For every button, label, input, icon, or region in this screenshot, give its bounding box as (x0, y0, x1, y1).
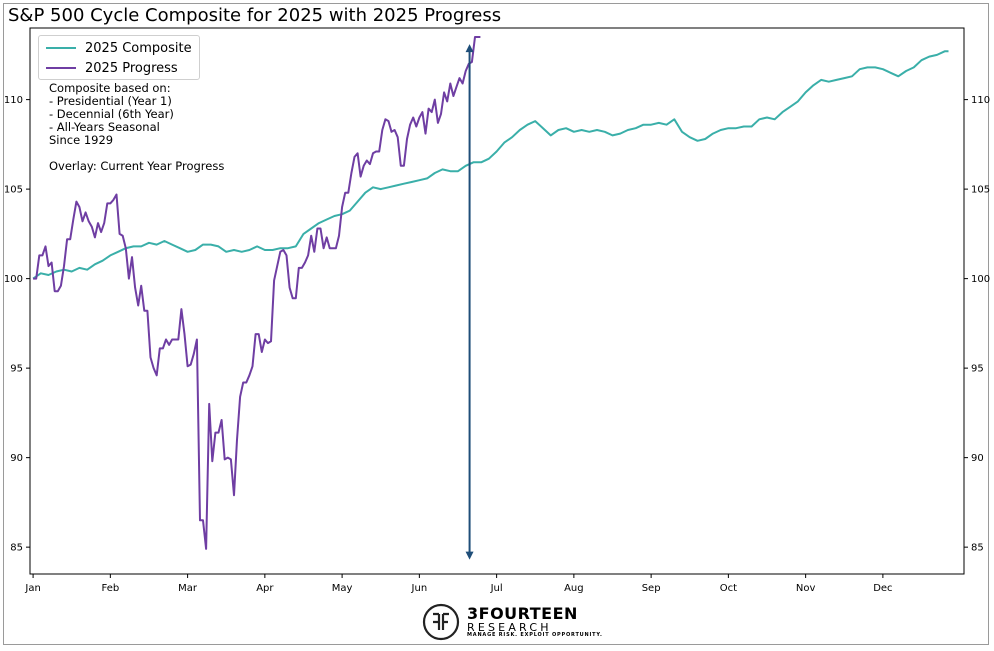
x-tick-label: Mar (178, 583, 198, 594)
y-tick-label-right: 85 (971, 543, 984, 554)
logo: 3FOURTEEN RESEARCH MANAGE RISK. EXPLOIT … (422, 603, 603, 641)
x-tick-label: Jan (24, 583, 40, 594)
arrow-head-top (465, 44, 474, 53)
y-tick-label-right: 100 (971, 274, 990, 285)
legend-item-composite: 2025 Composite (46, 38, 192, 58)
logo-name: 3FOURTEEN (467, 604, 578, 623)
x-tick-label: Sep (642, 583, 661, 594)
x-tick-label: Jul (490, 583, 503, 594)
x-tick-label: Feb (101, 583, 119, 594)
y-tick-label-right: 105 (971, 185, 990, 196)
annotation-line: Composite based on: (49, 81, 171, 95)
x-tick-label: Nov (796, 583, 816, 594)
y-tick-label-right: 110 (971, 95, 990, 106)
chart-title: S&P 500 Cycle Composite for 2025 with 20… (8, 5, 502, 26)
y-tick-label: 85 (10, 543, 23, 554)
series-lines (32, 36, 949, 550)
legend-label-composite: 2025 Composite (85, 40, 192, 56)
legend-item-progress: 2025 Progress (46, 58, 178, 78)
x-tick-label: May (332, 583, 353, 594)
x-tick-label: Jun (411, 583, 428, 594)
y-tick-label: 100 (4, 274, 23, 285)
legend-label-progress: 2025 Progress (85, 60, 178, 76)
y-tick-label-right: 95 (971, 364, 984, 375)
logo-mark-icon (422, 603, 460, 641)
y-tick-label: 110 (4, 95, 23, 106)
x-tick-label: Dec (873, 583, 892, 594)
annotation-line: - All-Years Seasonal (49, 120, 160, 134)
x-tick-label: Apr (256, 583, 274, 594)
x-tick-label: Aug (564, 583, 584, 594)
x-axis: Jan Feb Mar Apr May Jun Jul Aug Sep Oct Nov Dec (24, 574, 893, 594)
annotation-line: Overlay: Current Year Progress (49, 159, 225, 173)
series-line-2025-composite (32, 50, 949, 280)
arrow-layer (465, 44, 474, 560)
y-tick-label: 90 (10, 453, 23, 464)
y-tick-label-right: 90 (971, 453, 984, 464)
right-y-axis: 85 90 95 100 105 110 (964, 95, 990, 554)
y-tick-label: 95 (10, 364, 23, 375)
logo-subtitle: RESEARCH (467, 621, 552, 634)
legend: 2025 Composite 2025 Progress (38, 35, 200, 80)
x-tick-label: Oct (720, 583, 737, 594)
legend-swatch-progress (46, 67, 76, 69)
arrow-head-bottom (465, 551, 474, 560)
left-y-axis: 85 90 95 100 105 110 (4, 95, 30, 554)
logo-tagline: MANAGE RISK. EXPLOIT OPPORTUNITY. (467, 632, 603, 638)
annotation-line: Since 1929 (49, 133, 114, 147)
legend-swatch-composite (46, 47, 76, 49)
annotation-line: - Presidential (Year 1) (49, 94, 172, 108)
y-tick-label: 105 (4, 185, 23, 196)
annotation-line: - Decennial (6th Year) (49, 107, 174, 121)
series-line-2025-progress (33, 36, 481, 550)
annotation-text: Composite based on: - Presidential (Year… (49, 82, 224, 173)
figure-frame (3, 3, 989, 645)
